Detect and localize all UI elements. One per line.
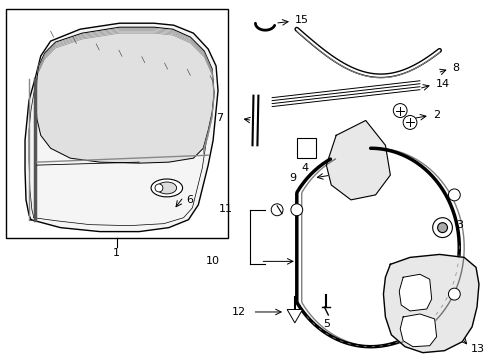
Text: 6: 6	[186, 195, 193, 205]
Circle shape	[447, 288, 459, 300]
Ellipse shape	[157, 182, 176, 194]
Text: 13: 13	[470, 344, 484, 354]
Circle shape	[271, 204, 283, 216]
Text: 2: 2	[432, 109, 439, 120]
Polygon shape	[25, 23, 218, 231]
Text: 5: 5	[322, 319, 329, 329]
Text: 11: 11	[218, 204, 232, 214]
Text: 15: 15	[294, 15, 308, 25]
Polygon shape	[36, 27, 214, 163]
Text: 1: 1	[113, 248, 120, 258]
Text: 12: 12	[231, 307, 245, 317]
Circle shape	[392, 104, 406, 117]
Text: 10: 10	[205, 256, 220, 266]
Ellipse shape	[151, 179, 182, 197]
Circle shape	[402, 116, 416, 129]
Text: 14: 14	[435, 79, 449, 89]
Circle shape	[437, 223, 447, 233]
Polygon shape	[398, 274, 431, 311]
Text: 4: 4	[301, 163, 307, 173]
Circle shape	[155, 184, 163, 192]
Text: 3: 3	[455, 220, 462, 230]
Circle shape	[290, 204, 302, 216]
Text: 7: 7	[215, 113, 223, 123]
Polygon shape	[383, 255, 478, 353]
Circle shape	[432, 218, 451, 238]
Text: 8: 8	[451, 63, 459, 73]
Circle shape	[447, 189, 459, 201]
Bar	[6, 9, 227, 238]
Polygon shape	[399, 314, 436, 347]
Polygon shape	[325, 121, 389, 200]
Text: 9: 9	[289, 173, 296, 183]
